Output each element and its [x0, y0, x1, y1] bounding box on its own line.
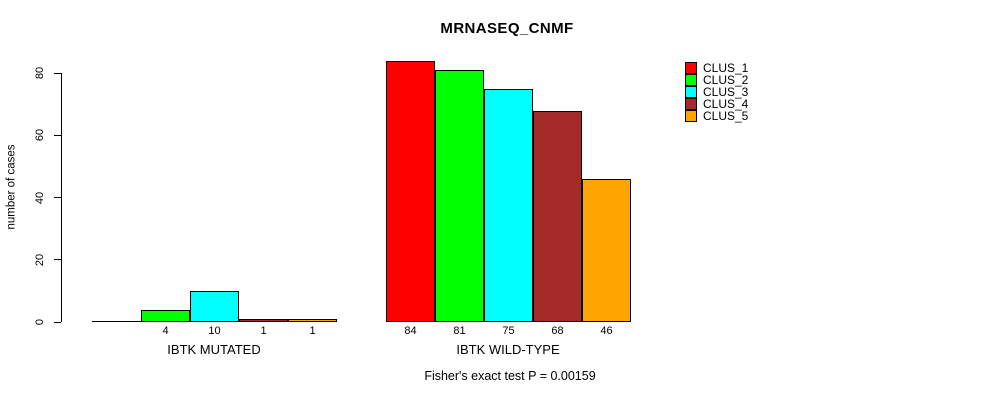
bar-value-label: 1 — [309, 325, 316, 337]
bar-CLUS_4 — [533, 111, 582, 322]
bar-value-label: 10 — [208, 325, 221, 337]
legend-entry: CLUS_4 — [685, 96, 749, 111]
bar-value-label: 75 — [502, 325, 515, 337]
y-tick-mark — [54, 197, 61, 199]
legend-label: CLUS_4 — [703, 96, 749, 111]
bar-value-label: 81 — [453, 325, 466, 337]
bar-CLUS_5 — [582, 179, 631, 322]
y-axis-line — [61, 73, 62, 322]
bar-value-label: 46 — [600, 325, 613, 337]
bar-value-label: 4 — [162, 325, 169, 337]
bar-CLUS_4 — [239, 319, 288, 322]
y-tick-mark — [54, 72, 61, 74]
bar-CLUS_3 — [484, 89, 533, 322]
legend-swatch — [685, 73, 697, 86]
legend-swatch — [685, 109, 697, 122]
y-tick-label: 80 — [34, 67, 46, 80]
chart-title: MRNASEQ_CNMF — [440, 20, 574, 37]
legend-swatch — [685, 85, 697, 98]
y-tick-label: 0 — [34, 318, 46, 326]
group-label-wildtype: IBTK WILD-TYPE — [456, 342, 560, 357]
legend-swatch — [685, 61, 697, 74]
legend-entry: CLUS_1 — [685, 60, 749, 75]
legend-entry: CLUS_3 — [685, 84, 749, 99]
legend-entry: CLUS_5 — [685, 108, 749, 123]
annotation-text: Fisher's exact test P = 0.00159 — [424, 369, 596, 383]
legend-entry: CLUS_2 — [685, 72, 749, 87]
y-tick-mark — [54, 259, 61, 261]
legend-label: CLUS_2 — [703, 72, 749, 87]
bar-CLUS_1-zero — [92, 321, 141, 322]
y-tick-mark — [54, 134, 61, 136]
group-label-mutated: IBTK MUTATED — [167, 342, 261, 357]
legend-swatch — [685, 97, 697, 110]
bar-CLUS_3 — [190, 291, 239, 322]
legend-label: CLUS_1 — [703, 60, 749, 75]
bar-CLUS_5 — [288, 319, 337, 322]
bar-value-label: 68 — [551, 325, 564, 337]
y-tick-label: 40 — [34, 191, 46, 204]
y-tick-label: 20 — [34, 253, 46, 266]
bar-CLUS_2 — [141, 310, 190, 322]
y-tick-mark — [54, 321, 61, 323]
y-tick-label: 60 — [34, 129, 46, 142]
bar-CLUS_1 — [386, 61, 435, 322]
legend-label: CLUS_3 — [703, 84, 749, 99]
bar-value-label: 1 — [260, 325, 267, 337]
bar-value-label: 84 — [404, 325, 417, 337]
bar-CLUS_2 — [435, 70, 484, 322]
legend-label: CLUS_5 — [703, 108, 749, 123]
